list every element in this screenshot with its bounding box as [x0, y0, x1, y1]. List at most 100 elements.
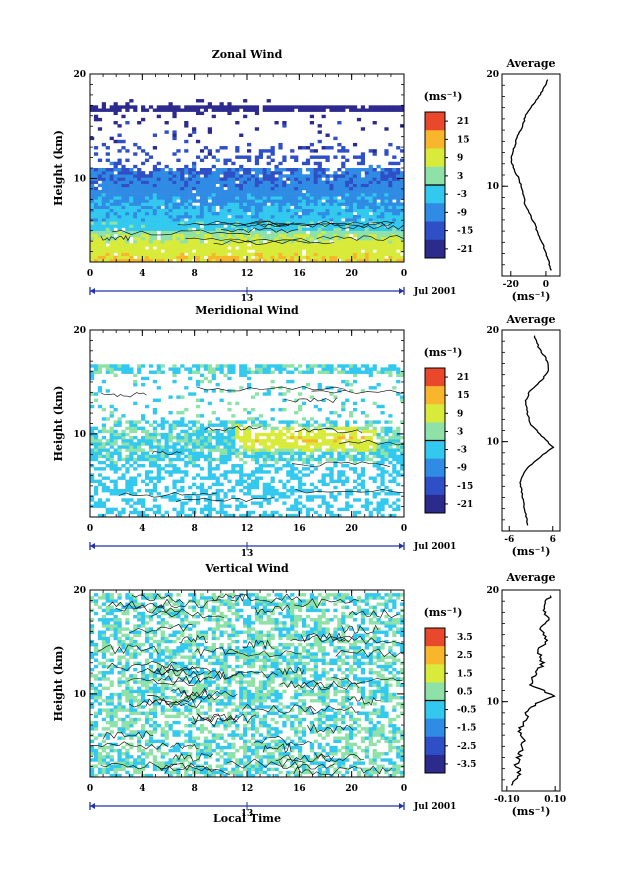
heatmap-cell — [368, 224, 373, 228]
heatmap-cell — [243, 180, 248, 184]
heatmap-cell — [317, 423, 322, 427]
heatmap-cell — [301, 435, 307, 440]
heatmap-cell — [239, 205, 244, 210]
heatmap-cell — [294, 227, 299, 231]
heatmap-cell — [392, 457, 397, 462]
heatmap-cell — [282, 426, 287, 431]
heatmap-cell — [164, 485, 169, 490]
heatmap-cell — [176, 513, 181, 518]
heatmap-cell — [372, 186, 377, 191]
heatmap-cell — [113, 224, 118, 228]
heatmap-cell — [266, 454, 271, 459]
heatmap-cell — [184, 196, 189, 200]
heatmap-cell — [195, 183, 201, 188]
heatmap-cell — [356, 196, 362, 200]
heatmap-cell — [282, 249, 287, 253]
heatmap-cell — [274, 105, 279, 109]
heatmap-cell — [125, 364, 130, 368]
colorbar-tick-label-1: -15 — [457, 482, 473, 492]
heatmap-cell — [152, 498, 158, 502]
heatmap-cell — [270, 488, 275, 493]
heatmap-cell — [325, 174, 330, 178]
heatmap-cell — [368, 208, 373, 213]
heatmap-cell — [219, 246, 224, 250]
heatmap-cell — [144, 255, 150, 260]
heatmap-cell — [400, 208, 405, 213]
heatmap-cell — [313, 249, 318, 253]
heatmap-cell — [207, 174, 212, 178]
heatmap-cell — [133, 108, 138, 112]
heatmap-cell — [148, 155, 154, 159]
heatmap-cell — [352, 460, 358, 465]
heatmap-cell — [352, 426, 358, 431]
heatmap-cell — [270, 146, 275, 150]
heatmap-cell — [278, 177, 283, 181]
heatmap-cell — [376, 451, 381, 455]
heatmap-cell — [184, 149, 189, 153]
heatmap-cell — [372, 168, 377, 172]
heatmap-cell — [235, 249, 240, 253]
heatmap-cell — [372, 224, 377, 228]
heatmap-cell — [215, 367, 220, 371]
heatmap-cell — [117, 243, 122, 247]
heatmap-cell — [305, 186, 311, 191]
heatmap-cell — [290, 108, 295, 112]
heatmap-cell — [270, 417, 275, 421]
heatmap-cell — [309, 448, 315, 452]
heatmap-cell — [254, 470, 260, 474]
heatmap-cell — [286, 364, 291, 368]
heatmap-cell — [380, 199, 385, 203]
heatmap-cell — [101, 102, 106, 106]
heatmap-cell — [133, 373, 138, 378]
heatmap-cell — [305, 435, 311, 440]
heatmap-cell — [195, 111, 201, 116]
heatmap-cell — [317, 454, 322, 459]
heatmap-cell — [207, 177, 212, 181]
heatmap-cell — [211, 445, 216, 449]
heatmap-cell — [109, 699, 114, 703]
heatmap-cell — [286, 186, 291, 191]
heatmap-cell — [364, 426, 369, 431]
heatmap-cell — [349, 224, 354, 228]
heatmap-cell — [352, 258, 358, 263]
heatmap-cell — [105, 183, 110, 188]
heatmap-cell — [396, 205, 401, 210]
heatmap-cell — [388, 211, 393, 216]
heatmap-cell — [117, 249, 122, 253]
heatmap-cell — [341, 464, 346, 468]
heatmap-cell — [117, 236, 122, 241]
heatmap-cell — [101, 733, 106, 737]
heatmap-cell — [207, 485, 212, 490]
heatmap-cell — [172, 174, 177, 178]
heatmap-cell — [337, 246, 342, 250]
heatmap-cell — [356, 367, 362, 371]
heatmap-cell — [243, 492, 248, 496]
heatmap-cell — [380, 233, 385, 238]
heatmap-cell — [90, 432, 95, 437]
heatmap-cell — [176, 230, 181, 235]
heatmap-cell — [133, 482, 138, 487]
heatmap-cell — [317, 386, 322, 390]
heatmap-cell — [223, 495, 228, 499]
heatmap-cell — [180, 429, 185, 434]
heatmap-cell — [372, 193, 377, 197]
heatmap-cell — [117, 677, 122, 681]
heatmap-cell — [352, 218, 358, 222]
heatmap-cell — [156, 476, 161, 480]
heatmap-cell — [223, 258, 228, 263]
heatmap-cell — [262, 108, 267, 112]
heatmap-cell — [298, 476, 303, 480]
heatmap-cell — [400, 183, 405, 188]
heatmap-cell — [156, 504, 161, 508]
heatmap-cell — [266, 211, 271, 216]
heatmap-cell — [203, 246, 209, 250]
heatmap-cell — [278, 240, 283, 244]
heatmap-cell — [117, 752, 122, 756]
heatmap-cell — [305, 370, 311, 374]
heatmap-cell — [396, 473, 401, 477]
heatmap-cell — [141, 105, 146, 109]
heatmap-cell — [321, 429, 326, 434]
heatmap-cell — [368, 215, 373, 219]
heatmap-cell — [133, 429, 138, 434]
heatmap-cell — [278, 171, 283, 175]
